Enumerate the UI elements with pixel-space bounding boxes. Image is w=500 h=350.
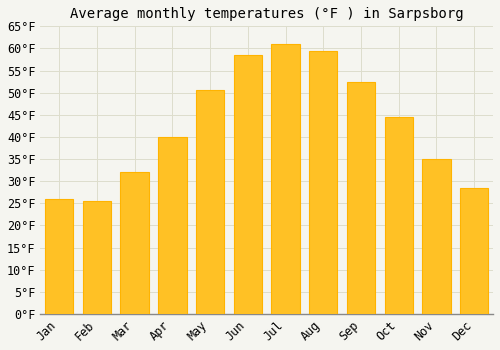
Bar xyxy=(120,172,149,314)
Bar xyxy=(460,188,488,314)
Bar xyxy=(272,44,299,314)
Title: Average monthly temperatures (°F ) in Sarpsborg: Average monthly temperatures (°F ) in Sa… xyxy=(70,7,464,21)
Bar xyxy=(196,90,224,314)
Bar xyxy=(384,117,413,314)
Bar xyxy=(347,82,375,314)
Bar xyxy=(234,55,262,314)
Bar xyxy=(83,201,111,314)
Bar xyxy=(45,199,74,314)
Bar xyxy=(158,137,186,314)
Bar xyxy=(309,51,338,314)
Bar xyxy=(422,159,450,314)
